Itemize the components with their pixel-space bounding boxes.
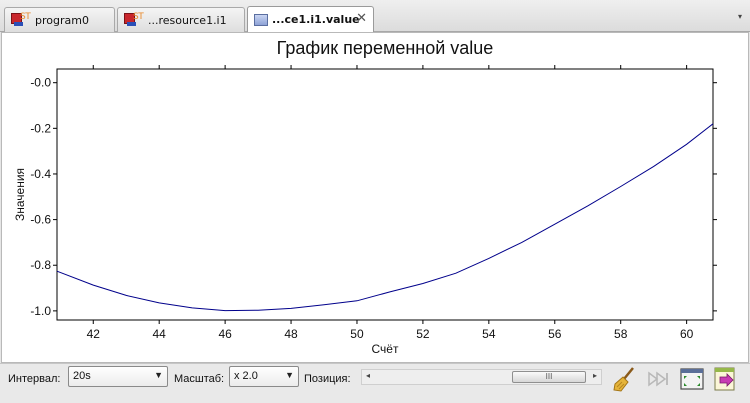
x-tick-label: 52 [416, 327, 430, 341]
y-tick-label: -0.0 [30, 76, 51, 90]
x-tick-label: 42 [87, 327, 101, 341]
series-line [56, 123, 714, 312]
tab-bar: ST program0 ST ...resource1.i1 ...ce1.i1… [0, 0, 750, 32]
chevron-down-icon: ▼ [154, 370, 163, 380]
y-tick-label: -1.0 [30, 304, 51, 318]
scale-select[interactable]: x 2.0 ▼ [229, 366, 299, 387]
tab-label: ...ce1.i1.value [272, 13, 360, 26]
scroll-thumb[interactable]: III [512, 371, 586, 383]
st-program-icon: ST [11, 12, 31, 27]
x-tick-label: 46 [218, 327, 232, 341]
x-tick-label: 58 [614, 327, 628, 341]
x-axis-label: Счёт [372, 342, 399, 356]
y-tick-label: -0.4 [30, 167, 51, 181]
st-program-icon: ST [124, 12, 144, 27]
x-tick-label: 56 [548, 327, 562, 341]
close-icon[interactable]: ✕ [356, 11, 367, 26]
scroll-left-icon[interactable]: ◂ [366, 371, 371, 380]
fit-view-icon[interactable] [679, 366, 705, 392]
tab-list-menu-icon[interactable]: ▾ [737, 12, 742, 21]
y-tick-label: -0.8 [30, 258, 51, 272]
x-tick-label: 60 [680, 327, 694, 341]
export-icon[interactable] [712, 366, 738, 392]
plot-area [56, 68, 714, 321]
tab-label: program0 [35, 13, 89, 27]
scale-label: Масштаб: [174, 373, 225, 385]
y-tick-label: -0.6 [30, 213, 51, 227]
line-chart: 42 44 46 48 50 52 54 56 58 60 -1.0 -0.8 -0.6 -0.4 -0.2… [13, 65, 717, 356]
tab-resource1-i1[interactable]: ST ...resource1.i1 [117, 7, 245, 32]
x-tick-label: 48 [284, 327, 298, 341]
bottom-toolbar: Интервал: 20s ▼ Масштаб: x 2.0 ▼ Позиция… [0, 363, 750, 403]
y-axis-label: Значения [13, 168, 27, 221]
position-scrollbar[interactable]: ◂ III ▸ [361, 369, 602, 385]
tab-label: ...resource1.i1 [148, 13, 227, 27]
broom-icon[interactable] [612, 366, 638, 392]
chart-title: График переменной value [276, 38, 494, 58]
scroll-right-icon[interactable]: ▸ [592, 371, 597, 380]
position-label: Позиция: [304, 373, 351, 385]
y-tick-label: -0.2 [30, 121, 51, 135]
chart-icon [254, 13, 268, 26]
tab-value-chart[interactable]: ...ce1.i1.value ✕ [247, 6, 374, 32]
x-tick-label: 50 [350, 327, 364, 341]
interval-select[interactable]: 20s ▼ [68, 366, 168, 387]
chevron-down-icon: ▼ [285, 370, 294, 380]
tab-program0[interactable]: ST program0 [4, 7, 115, 32]
x-tick-label: 54 [482, 327, 496, 341]
interval-value: 20s [73, 370, 91, 382]
skip-to-end-icon[interactable] [646, 366, 672, 392]
scale-value: x 2.0 [234, 370, 258, 382]
interval-label: Интервал: [8, 373, 61, 385]
x-tick-label: 44 [153, 327, 167, 341]
